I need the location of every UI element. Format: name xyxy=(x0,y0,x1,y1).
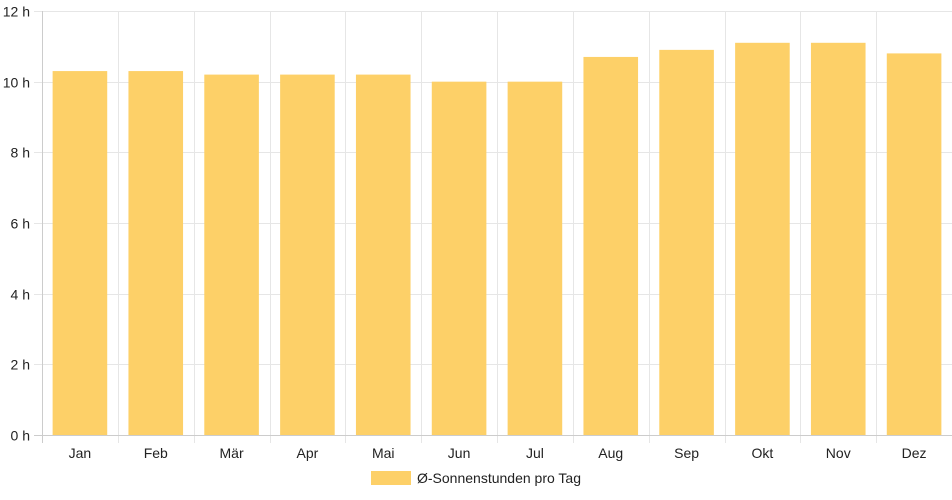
x-tick-label: Dez xyxy=(902,445,927,461)
x-tick-label: Mai xyxy=(372,445,395,461)
x-tick-label: Nov xyxy=(826,445,851,461)
bar xyxy=(128,71,184,436)
bar xyxy=(659,49,714,435)
bar xyxy=(735,42,790,436)
y-tick-label: 10 h xyxy=(3,75,30,91)
x-tick-label: Jan xyxy=(69,445,92,461)
x-tick-label: Feb xyxy=(144,445,168,461)
bar xyxy=(583,56,639,435)
x-tick-label: Okt xyxy=(752,445,774,461)
y-tick-label: 2 h xyxy=(11,357,30,373)
x-tick-label: Jul xyxy=(526,445,544,461)
y-tick-label: 4 h xyxy=(11,287,30,303)
bar xyxy=(507,81,563,436)
y-tick-label: 12 h xyxy=(3,4,30,20)
bar xyxy=(810,42,866,436)
x-tick-label: Jun xyxy=(448,445,471,461)
legend-swatch xyxy=(371,471,411,485)
bar xyxy=(280,74,335,435)
bar xyxy=(204,74,259,435)
x-tick-label: Mär xyxy=(220,445,244,461)
y-tick-label: 8 h xyxy=(11,145,30,161)
bar xyxy=(431,81,487,436)
x-tick-label: Apr xyxy=(297,445,319,461)
y-tick-label: 6 h xyxy=(11,216,30,232)
bar xyxy=(355,74,411,435)
x-tick-label: Sep xyxy=(674,445,699,461)
legend-label: Ø-Sonnenstunden pro Tag xyxy=(417,470,581,486)
legend[interactable]: Ø-Sonnenstunden pro Tag xyxy=(0,470,952,486)
bar xyxy=(886,53,942,436)
x-tick-label: Aug xyxy=(598,445,623,461)
bar xyxy=(52,71,108,436)
y-tick-label: 0 h xyxy=(11,428,30,444)
